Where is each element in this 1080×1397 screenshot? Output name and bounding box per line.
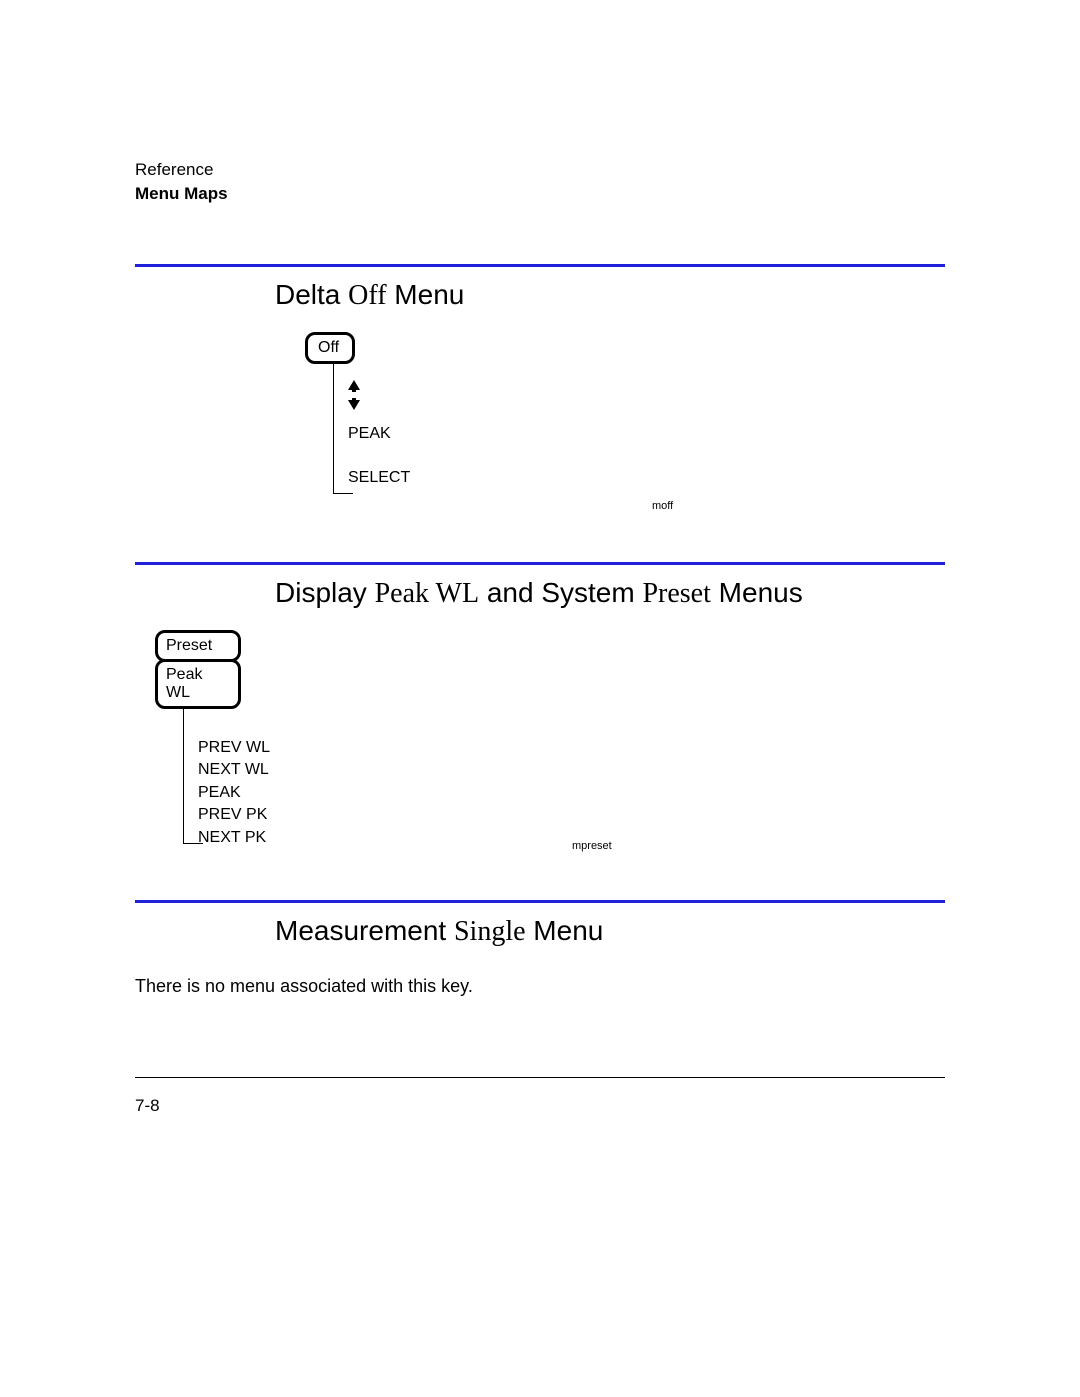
diagram-delta-off: Off PEAK SELECT moff	[295, 332, 945, 522]
section-rule	[135, 562, 945, 565]
page-content: Reference Menu Maps Delta Off Menu Off P…	[135, 160, 945, 1116]
header-subtitle: Menu Maps	[135, 184, 275, 204]
section-title: Measurement Single Menu	[275, 915, 945, 948]
section-title: Display Peak WL and System Preset Menus	[275, 577, 945, 610]
section-rule	[135, 900, 945, 903]
arrow-updown-icon	[348, 380, 410, 415]
figure-label: mpreset	[572, 840, 612, 852]
key-preset: Preset	[155, 630, 241, 662]
section-rule	[135, 264, 945, 267]
menu-tree: PREV WL NEXT WL PEAK PREV PK NEXT PK	[183, 709, 270, 844]
page-number: 7-8	[135, 1096, 945, 1116]
key-off: Off	[305, 332, 355, 364]
section-delta-off: Delta Off Menu Off PEAK SELECT	[135, 264, 945, 522]
section-title: Delta Off Menu	[275, 279, 945, 312]
header-reference: Reference	[135, 160, 275, 180]
menu-tree: PEAK SELECT	[333, 364, 410, 494]
menu-item-next-pk: NEXT PK	[184, 827, 270, 849]
menu-item-prev-pk: PREV PK	[184, 804, 270, 826]
section-peak-wl-preset: Display Peak WL and System Preset Menus …	[135, 562, 945, 860]
footer-rule	[135, 1077, 945, 1078]
header-block: Reference Menu Maps	[135, 160, 275, 264]
menu-item-peak: PEAK	[334, 423, 410, 445]
menu-item-next-wl: NEXT WL	[184, 759, 270, 781]
key-peak-wl: Peak WL	[155, 659, 241, 709]
menu-item-prev-wl: PREV WL	[184, 737, 270, 759]
menu-item-peak: PEAK	[184, 782, 270, 804]
section-measurement-single: Measurement Single Menu There is no menu…	[135, 900, 945, 997]
menu-item-select: SELECT	[334, 467, 410, 489]
figure-label: moff	[652, 500, 673, 512]
body-text: There is no menu associated with this ke…	[135, 976, 945, 997]
diagram-peak-wl: Preset Peak WL PREV WL NEXT WL PEAK PREV…	[295, 630, 945, 860]
